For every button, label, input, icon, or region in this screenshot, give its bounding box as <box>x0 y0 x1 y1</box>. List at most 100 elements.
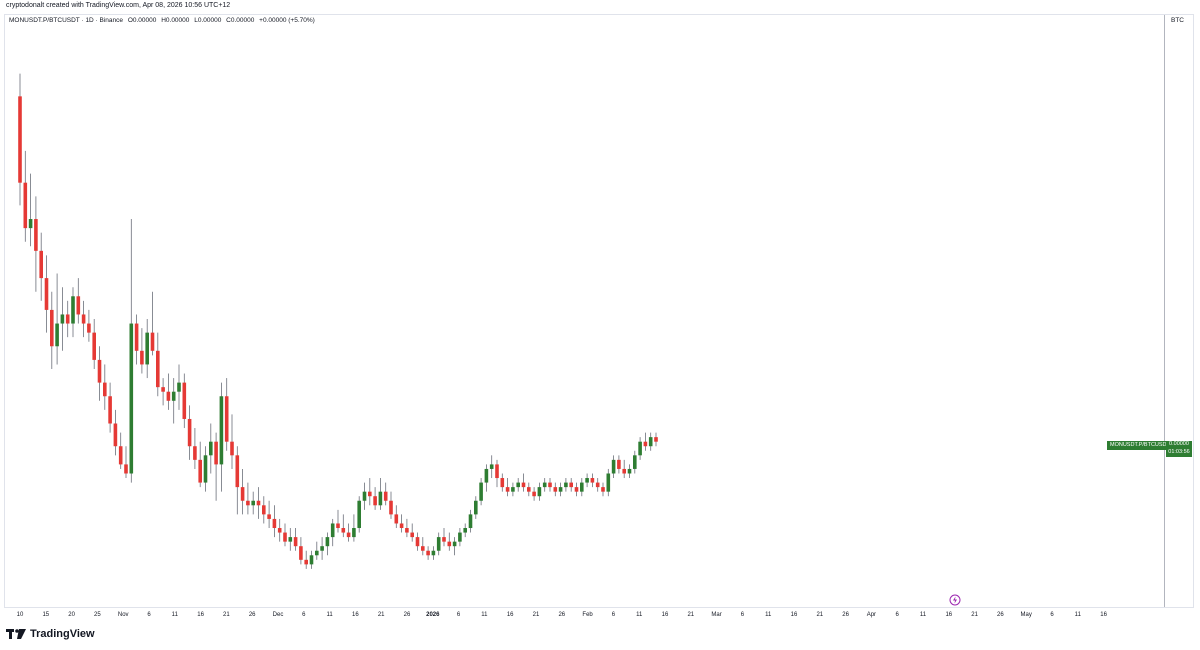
candle <box>214 432 218 501</box>
candle-body <box>23 182 28 229</box>
candle <box>166 373 171 410</box>
candle-body <box>182 382 187 419</box>
candle-body <box>50 309 54 347</box>
candle-body <box>251 500 255 506</box>
candle-body <box>606 473 611 492</box>
candle-body <box>585 478 589 483</box>
time-axis-tick: 21 <box>378 612 385 618</box>
legend-close: C0.00000 <box>226 17 255 24</box>
candle-body <box>564 482 568 488</box>
candle-body <box>516 482 520 488</box>
candle <box>426 546 430 560</box>
candle-body <box>150 332 155 351</box>
candle <box>558 482 563 497</box>
time-axis-tick: 21 <box>816 612 823 618</box>
time-axis-tick: 26 <box>842 612 849 618</box>
candle <box>293 528 298 551</box>
candle <box>50 291 54 369</box>
candle <box>55 273 59 365</box>
time-axis-tick: 6 <box>741 612 745 618</box>
candle <box>34 196 38 292</box>
candle-body <box>28 219 33 229</box>
time-axis-tick: 6 <box>612 612 616 618</box>
candle <box>346 523 351 542</box>
candle <box>203 446 208 492</box>
candle-body <box>103 382 107 397</box>
candle-body <box>452 541 457 547</box>
price-scale-border[interactable] <box>1164 15 1165 607</box>
candle-body <box>532 491 536 497</box>
candle <box>28 173 33 247</box>
candle <box>421 537 425 556</box>
candle <box>654 432 658 447</box>
time-axis-tick: 11 <box>481 612 488 618</box>
candle-body <box>389 500 393 515</box>
candle <box>272 505 277 538</box>
candle <box>574 482 579 497</box>
time-axis-tick: 6 <box>1050 612 1054 618</box>
candle <box>585 473 589 488</box>
candle-body <box>156 350 160 388</box>
candle <box>399 514 404 533</box>
candle <box>44 255 49 333</box>
candle-body <box>299 546 303 560</box>
candle-body <box>378 491 383 506</box>
chart-caption: cryptodonalt created with TradingView.co… <box>6 2 231 9</box>
candle <box>129 219 134 483</box>
candle <box>431 546 436 560</box>
candle <box>193 428 197 469</box>
candle-body <box>479 482 483 501</box>
candle-body <box>198 459 202 483</box>
candle <box>134 314 139 365</box>
legend-high: H0.00000 <box>161 17 190 24</box>
candle-body <box>272 518 277 529</box>
time-axis-tick: 10 <box>17 612 24 618</box>
candle <box>617 455 621 474</box>
candle-body <box>240 487 245 501</box>
candle-body <box>209 441 213 456</box>
candle-body <box>436 537 441 551</box>
candle-body <box>39 250 43 279</box>
candle <box>527 482 531 497</box>
candle-body <box>431 550 436 556</box>
candle-body <box>277 528 282 533</box>
time-axis-tick: 6 <box>896 612 900 618</box>
candle <box>389 491 393 519</box>
candle-body <box>484 468 489 483</box>
candle-body <box>187 418 192 447</box>
candle-body <box>548 482 552 488</box>
legend-symbol[interactable]: MONUSDT.P/BTCUSDT · 1D · Binance <box>9 17 124 24</box>
candle-body <box>325 537 330 547</box>
candle-body <box>108 396 112 424</box>
candle-body <box>442 537 446 542</box>
tradingview-brand[interactable]: TradingView <box>6 628 95 640</box>
candle <box>521 473 526 492</box>
candle-body <box>315 550 319 556</box>
candle-body <box>489 464 494 469</box>
candle <box>161 378 165 406</box>
candle <box>474 496 478 519</box>
candle-body <box>346 532 351 538</box>
candle <box>410 523 414 542</box>
candle <box>299 537 303 565</box>
candle <box>18 73 22 206</box>
last-price-value: 0.00000 <box>1169 441 1189 447</box>
candle-body <box>288 537 293 542</box>
candle <box>643 432 648 451</box>
candle-body <box>463 528 467 533</box>
candle-body <box>601 487 605 492</box>
candle-body <box>293 537 298 547</box>
candle <box>378 478 383 510</box>
candle-body <box>320 546 324 551</box>
candle <box>224 378 229 451</box>
candle-body <box>283 532 287 542</box>
candle <box>537 482 542 501</box>
candle <box>383 482 388 506</box>
lightning-icon[interactable] <box>949 594 961 606</box>
time-axis-tick: Mar <box>711 612 721 618</box>
candle <box>601 482 605 497</box>
candle <box>505 478 510 497</box>
candle-body <box>118 446 123 465</box>
candle <box>267 500 271 529</box>
